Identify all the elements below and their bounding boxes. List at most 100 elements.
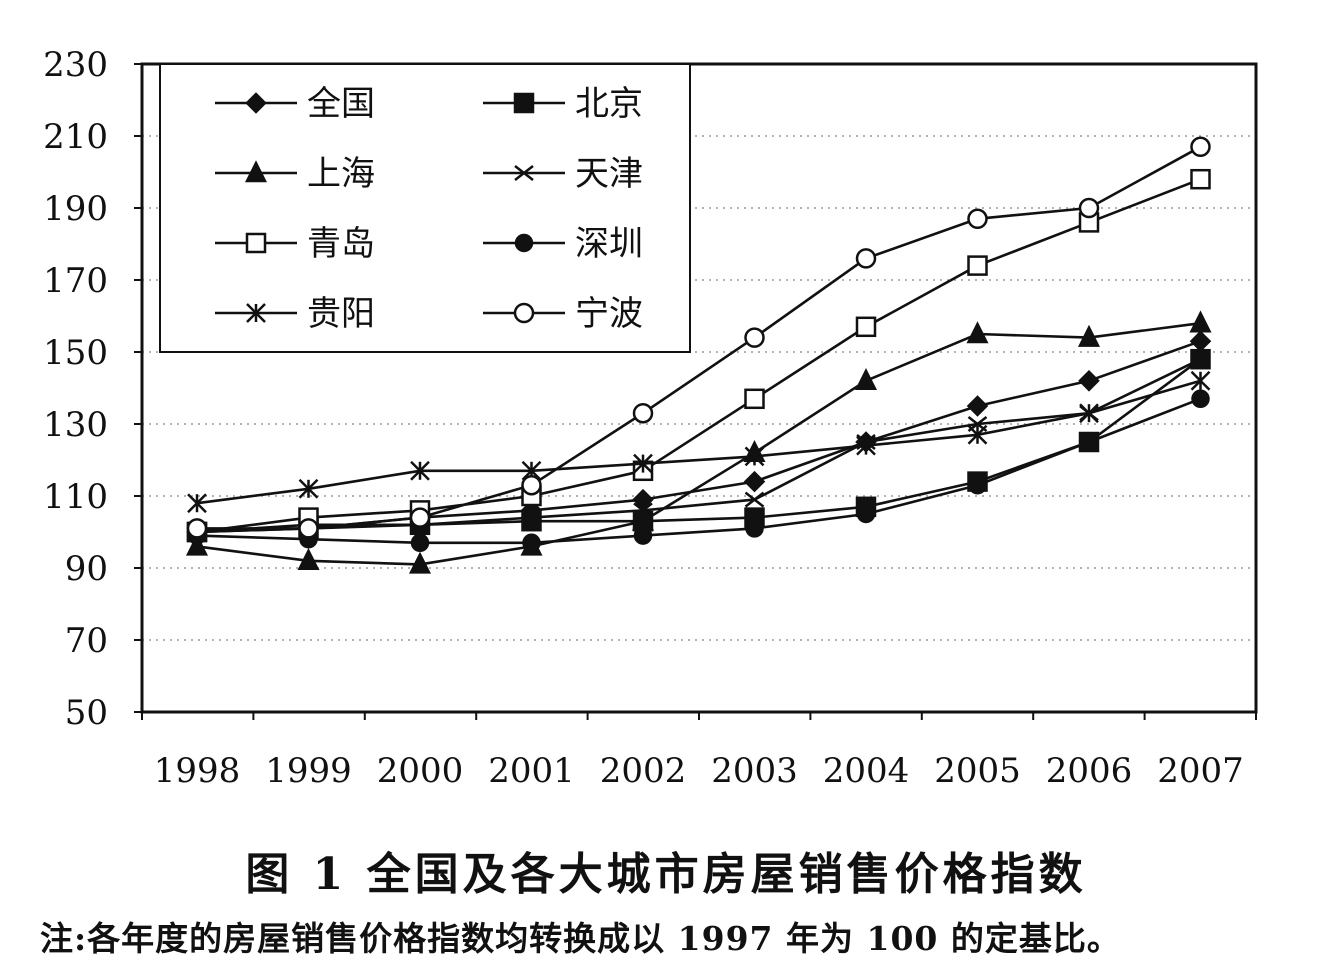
data-point [298,518,319,539]
series-line [197,145,1202,530]
x-tick-label: 2006 [1046,751,1133,791]
y-axis: 230 210 190 170 150 130 110 90 70 50 [43,45,142,733]
data-point [521,474,542,496]
legend-marker [245,232,267,254]
legend-marker [513,302,535,324]
data-point [1190,370,1211,391]
legend-item: 深圳 [483,224,643,264]
legend-item: 天津 [483,154,643,194]
data-point [967,255,988,276]
data-point [632,402,654,424]
data-point [967,424,988,445]
legend-item: 上海 [215,154,375,194]
legend-label: 深圳 [575,224,643,264]
y-tick-label: 190 [43,189,108,229]
data-point [968,475,987,495]
data-point [1191,389,1210,409]
series-7 [187,370,1211,514]
data-point [854,368,878,391]
series-6 [187,389,1210,553]
series-8 [186,136,1211,539]
data-point [855,248,877,269]
x-tick-label: 2001 [488,751,575,791]
chart-title: 图 1 全国及各大城市房屋销售价格指数 [245,849,1087,900]
data-point [967,208,988,230]
series-line [196,177,1201,534]
y-tick-label: 150 [43,333,108,373]
x-tick-label: 2007 [1157,751,1244,791]
y-tick-label: 230 [43,45,108,85]
legend-item: 贵阳 [215,294,375,334]
data-point [1078,197,1100,219]
data-point [633,502,653,519]
legend-item: 青岛 [215,224,375,264]
y-tick-label: 90 [65,549,108,589]
legend-marker [245,92,267,114]
legend-marker [244,160,268,183]
legend-item: 北京 [483,84,643,124]
y-tick-label: 210 [43,117,108,157]
data-point [744,327,765,348]
data-point [410,460,430,481]
data-point [186,518,208,539]
data-point [1077,324,1101,347]
data-point [744,446,765,467]
series-4 [187,351,1211,540]
data-point [855,316,877,338]
data-point [633,453,653,474]
y-tick-label: 170 [43,261,108,301]
data-point [521,509,542,526]
series-line [196,397,1201,545]
data-point [744,491,765,508]
data-point [743,470,766,493]
y-tick-label: 70 [65,621,108,661]
y-tick-label: 130 [43,405,108,445]
x-tick-label: 2005 [934,751,1021,791]
data-point [1079,403,1099,424]
data-point [1078,370,1100,392]
data-point [744,388,765,410]
data-point [1190,168,1211,190]
series-line [196,379,1201,505]
legend-label: 上海 [307,154,375,194]
data-point [522,533,541,553]
data-point [297,548,320,571]
x-tick-label: 1999 [265,751,352,791]
legend-marker [514,233,534,253]
x-tick-label: 1998 [154,751,241,791]
legend-marker [246,303,266,323]
data-point [409,507,431,528]
series-line [196,339,1201,534]
legend-label: 全国 [307,84,375,124]
legend-label: 北京 [575,84,643,124]
legend-label: 宁波 [575,294,643,334]
data-point [1190,351,1211,368]
data-point [1190,136,1211,158]
series-line [196,321,1201,566]
legend-item: 全国 [215,84,375,124]
data-point [856,504,876,524]
legend-label: 青岛 [307,224,375,264]
data-point [966,321,989,344]
legend-item: 宁波 [483,294,643,334]
chart-note: 注:各年度的房屋销售价格指数均转换成以 1997 年为 100 的定基比。 [40,919,1121,958]
x-tick-label: 2004 [823,751,910,791]
data-point [187,493,207,514]
data-point [1079,432,1099,452]
data-point [856,435,876,456]
data-point [745,519,764,538]
data-point [185,533,209,556]
data-point [298,478,319,499]
data-point [410,533,430,553]
series-line [196,358,1202,534]
data-point [1189,310,1212,333]
legend-marker [513,92,535,114]
series-group [185,136,1212,574]
legend-marker [514,165,534,181]
x-tick-label: 2002 [600,751,687,791]
series-line [196,358,1202,534]
data-point [1189,330,1212,352]
series-2 [186,348,1211,543]
data-point [408,551,432,574]
